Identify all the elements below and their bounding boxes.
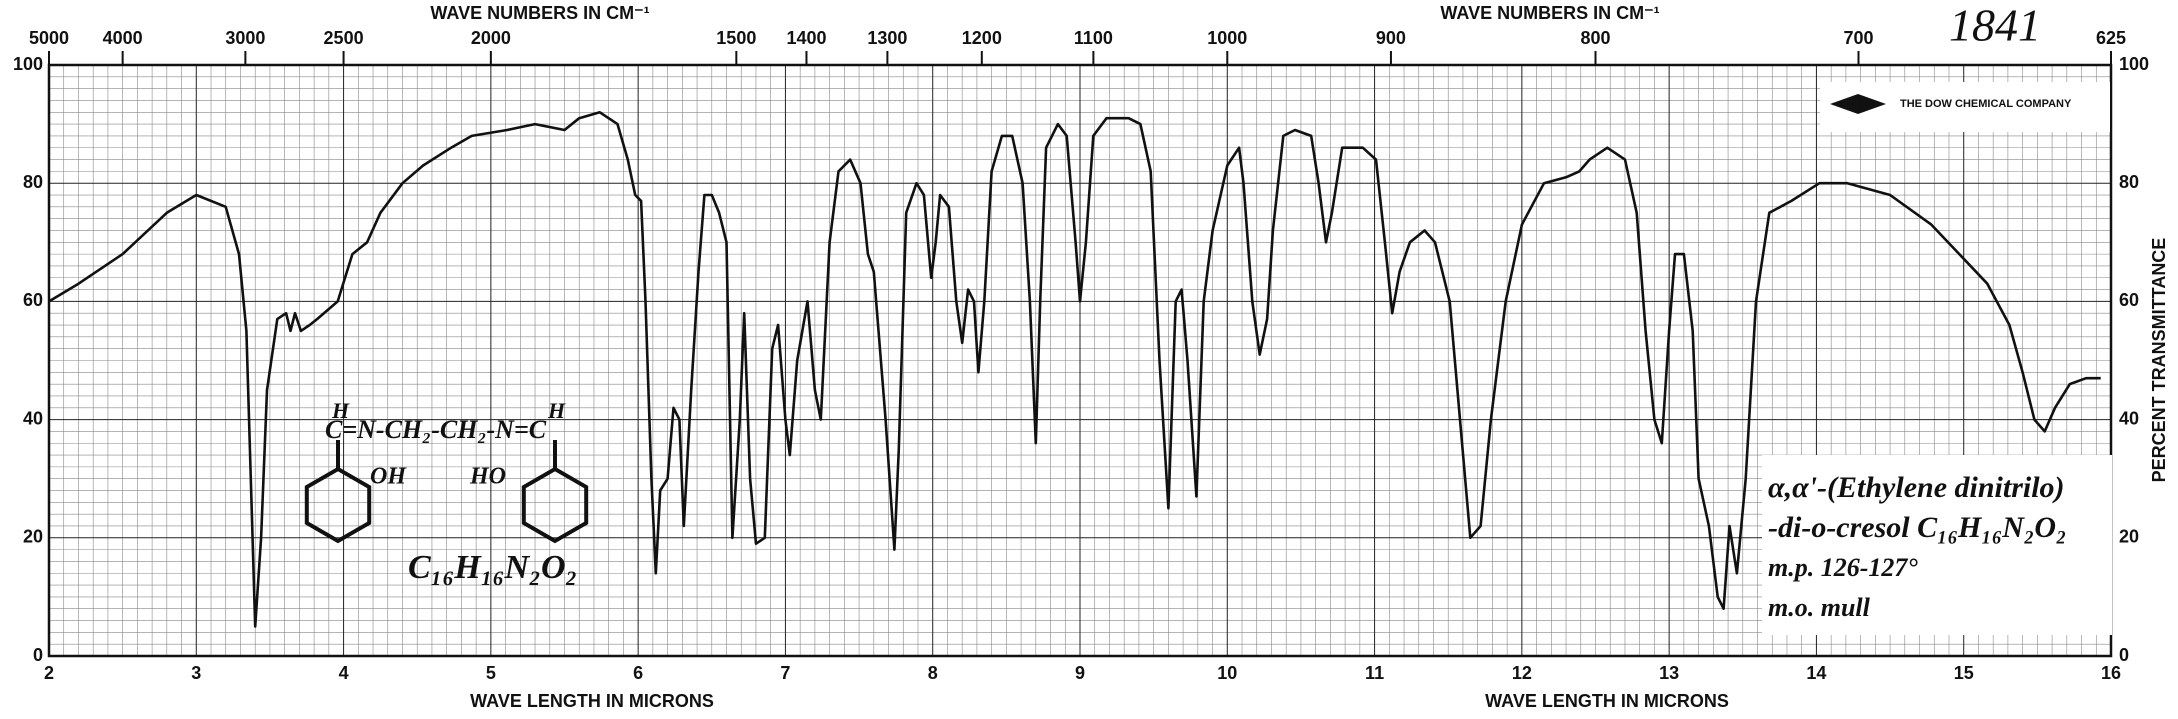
y-tick-label-right: 80 bbox=[2119, 172, 2139, 192]
x-axis-title: WAVE LENGTH IN MICRONS bbox=[1485, 691, 1729, 711]
structure-label: C=N-CH₂-CH₂-N=C bbox=[325, 415, 547, 444]
x2-tick-label: 1300 bbox=[867, 28, 907, 48]
x-tick-label: 2 bbox=[44, 663, 54, 683]
structure-label: HO bbox=[469, 464, 506, 490]
note: -di-o-cresol C₁₆H₁₆N₂O₂ bbox=[1768, 511, 2067, 544]
x2-tick-label: 1200 bbox=[962, 28, 1002, 48]
x-tick-label: 5 bbox=[486, 663, 496, 683]
note: α,α'-(Ethylene dinitrilo) bbox=[1768, 471, 2065, 504]
y-axis-title: PERCENT TRANSMITTANCE bbox=[2149, 238, 2169, 483]
structure-label: H bbox=[331, 398, 350, 423]
y-tick-label: 60 bbox=[23, 290, 43, 310]
x-tick-label: 10 bbox=[1217, 663, 1237, 683]
plot-frame bbox=[47, 63, 2113, 658]
x2-tick-label: 5000 bbox=[29, 28, 69, 48]
notes-box bbox=[1762, 455, 2112, 635]
x-tick-label: 11 bbox=[1365, 663, 1384, 683]
y-tick-label: 20 bbox=[23, 527, 43, 547]
x-tick-label: 9 bbox=[1075, 663, 1085, 683]
y-tick-label-right: 20 bbox=[2119, 527, 2139, 547]
y-tick-label-right: 60 bbox=[2119, 290, 2139, 310]
logo-diamond bbox=[1830, 94, 1886, 114]
note: m.o. mull bbox=[1768, 593, 1871, 622]
x2-tick-label: 1100 bbox=[1074, 28, 1113, 48]
y-tick-label-right: 100 bbox=[2119, 54, 2149, 74]
x-axis-title: WAVE LENGTH IN MICRONS bbox=[470, 691, 714, 711]
x2-tick-label: 4000 bbox=[103, 28, 143, 48]
x2-tick-label: 900 bbox=[1376, 28, 1406, 48]
x2-axis-title: WAVE NUMBERS IN CM⁻¹ bbox=[1440, 3, 1659, 23]
x-tick-label: 6 bbox=[633, 663, 643, 683]
structure: HC=N-CH₂-CH₂-N=CH OH HO C₁₆H₁₆N₂O₂ bbox=[304, 398, 589, 586]
x-tick-label: 8 bbox=[928, 663, 938, 683]
x-tick-label: 3 bbox=[191, 663, 201, 683]
company-name: THE DOW CHEMICAL COMPANY bbox=[1900, 98, 2072, 110]
x-tick-label: 15 bbox=[1954, 663, 1974, 683]
x2-tick-label: 2000 bbox=[471, 28, 511, 48]
structure-formula: C₁₆H₁₆N₂O₂ bbox=[408, 549, 577, 586]
spectrum-number: 1841 bbox=[1949, 0, 2041, 51]
x2-tick-label: 1500 bbox=[716, 28, 756, 48]
x2-tick-label: 3000 bbox=[225, 28, 265, 48]
y-tick-label: 0 bbox=[33, 645, 43, 665]
x-tick-label: 12 bbox=[1512, 663, 1532, 683]
x-tick-label: 13 bbox=[1659, 663, 1679, 683]
y-tick-label: 40 bbox=[23, 408, 43, 428]
x-tick-label: 14 bbox=[1806, 663, 1826, 683]
x2-tick-label: 2500 bbox=[324, 28, 364, 48]
structure-label: H bbox=[547, 398, 566, 423]
x2-tick-label: 625 bbox=[2096, 28, 2126, 48]
spectrum-line bbox=[48, 111, 2101, 628]
y-tick-label-right: 0 bbox=[2119, 645, 2129, 665]
x-tick-label: 16 bbox=[2101, 663, 2121, 683]
x-tick-label: 7 bbox=[780, 663, 790, 683]
x2-tick-label: 700 bbox=[1843, 28, 1873, 48]
y-tick-label-right: 40 bbox=[2119, 408, 2139, 428]
y-tick-label: 80 bbox=[23, 172, 43, 192]
x-tick-label: 4 bbox=[339, 663, 349, 683]
note: m.p. 126-127° bbox=[1768, 553, 1918, 582]
x2-axis-title: WAVE NUMBERS IN CM⁻¹ bbox=[430, 3, 649, 23]
structure-label: OH bbox=[370, 464, 407, 490]
y-tick-label: 100 bbox=[13, 54, 43, 74]
x2-tick-label: 1000 bbox=[1207, 28, 1247, 48]
x2-tick-label: 1400 bbox=[786, 28, 826, 48]
x2-tick-label: 800 bbox=[1580, 28, 1610, 48]
